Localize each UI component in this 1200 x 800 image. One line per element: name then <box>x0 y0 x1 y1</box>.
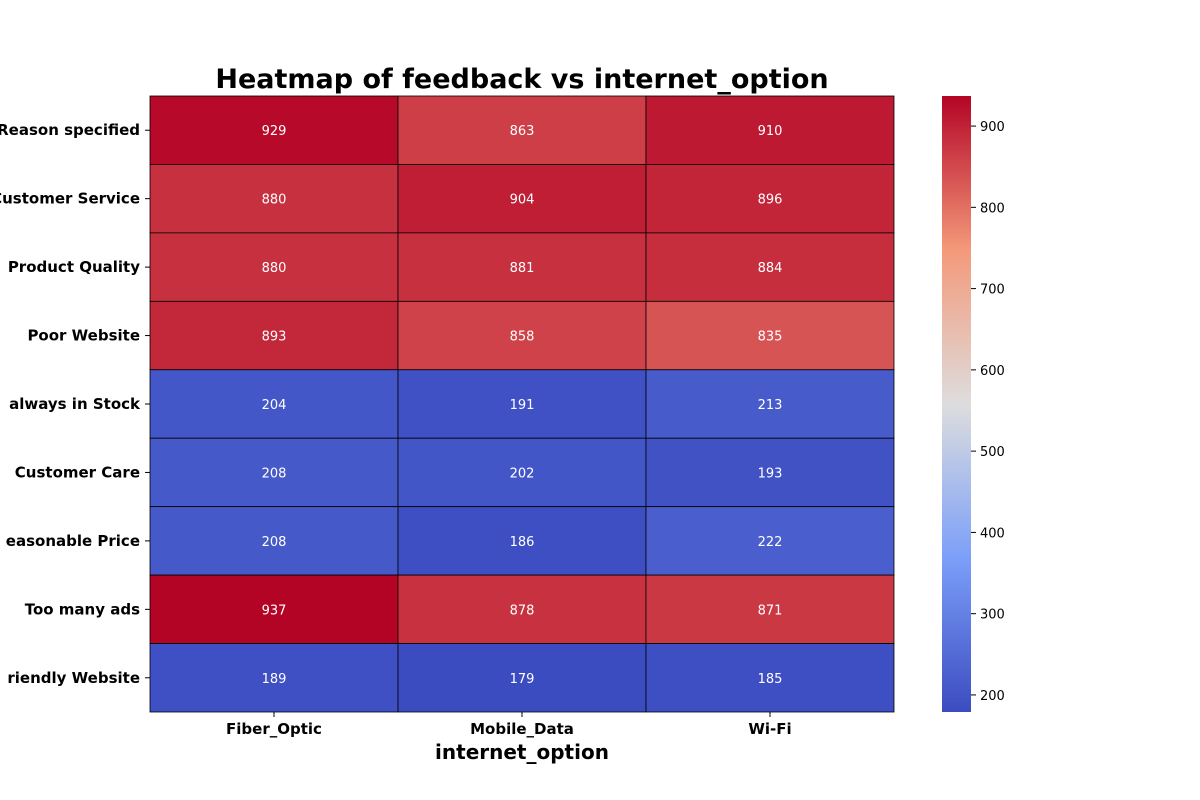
cell-value-label: 878 <box>510 603 535 618</box>
heatmap-cell <box>397 164 647 234</box>
heatmap-cell <box>645 506 895 576</box>
y-tick-label: Customer Care <box>15 463 140 481</box>
heatmap-cell <box>645 95 895 165</box>
heatmap-cell <box>645 369 895 439</box>
heatmap-cell <box>397 437 647 508</box>
cell-value-label: 863 <box>510 124 535 139</box>
chart-title: Heatmap of feedback vs internet_option <box>215 64 828 95</box>
y-tick-label: Customer Service <box>0 190 140 208</box>
cell-value-label: 858 <box>510 330 535 345</box>
heatmap-cell <box>149 643 399 713</box>
cell-value-label: 896 <box>758 193 783 208</box>
y-tick-label: Reason specified <box>0 121 140 139</box>
heatmap-cell <box>645 437 895 508</box>
cell-value-label: 880 <box>262 193 287 208</box>
y-tick-label: easonable Price <box>6 532 140 550</box>
cell-value-label: 881 <box>510 261 535 276</box>
y-axis-tick-labels: Reason specified Customer Service Product … <box>0 121 150 687</box>
cell-value-label: 213 <box>758 398 783 413</box>
cell-value-label: 179 <box>510 672 535 687</box>
cell-value-label: 222 <box>758 535 783 550</box>
heatmap-cell <box>397 574 647 644</box>
heatmap-cell <box>149 95 399 165</box>
y-tick-label: riendly Website <box>7 669 140 687</box>
cell-value-label: 835 <box>758 330 783 345</box>
heatmap-cell <box>397 506 647 576</box>
cell-value-label: 204 <box>262 398 287 413</box>
heatmap-cells: 929 863 910 880 904 896 880 881 884 893 858 835 204 1… <box>149 95 895 713</box>
colorbar-tick-label: 500 <box>980 445 1005 460</box>
cell-value-label: 185 <box>758 672 783 687</box>
cell-value-label: 910 <box>758 124 783 139</box>
cell-value-label: 880 <box>262 261 287 276</box>
heatmap-cell <box>645 574 895 644</box>
heatmap-cell <box>149 506 399 576</box>
x-axis-tick-labels: Fiber_Optic Mobile_Data Wi-Fi <box>226 712 792 738</box>
heatmap-cell <box>149 164 399 234</box>
colorbar-tick-label: 900 <box>980 120 1005 135</box>
colorbar-ticks: 200 300 400 500 600 700 800 900 <box>971 120 1005 704</box>
cell-value-label: 208 <box>262 535 287 550</box>
cell-value-label: 193 <box>758 466 783 481</box>
x-tick-label: Fiber_Optic <box>226 720 322 738</box>
heatmap-cell <box>645 300 895 371</box>
cell-value-label: 202 <box>510 466 535 481</box>
heatmap-cell <box>149 300 399 371</box>
heatmap-cell <box>149 369 399 439</box>
colorbar-tick-label: 700 <box>980 283 1005 298</box>
y-tick-label: always in Stock <box>9 395 141 413</box>
colorbar-tick-label: 300 <box>980 608 1005 623</box>
cell-value-label: 937 <box>262 603 287 618</box>
cell-value-label: 208 <box>262 466 287 481</box>
heatmap-cell <box>397 369 647 439</box>
heatmap-cell <box>645 164 895 234</box>
cell-value-label: 904 <box>510 193 535 208</box>
cell-value-label: 929 <box>262 124 287 139</box>
y-tick-label: Too many ads <box>25 600 140 618</box>
heatmap-cell <box>645 643 895 713</box>
heatmap-cell <box>397 95 647 165</box>
x-tick-label: Wi-Fi <box>748 720 791 738</box>
y-tick-label: Product Quality <box>8 258 140 276</box>
colorbar-tick-label: 800 <box>980 201 1005 216</box>
y-tick-label: Poor Website <box>27 327 140 345</box>
colorbar <box>942 96 971 712</box>
colorbar-tick-label: 400 <box>980 526 1005 541</box>
heatmap-cell <box>149 574 399 644</box>
cell-value-label: 186 <box>510 535 535 550</box>
heatmap-cell <box>397 232 647 302</box>
colorbar-tick-label: 600 <box>980 364 1005 379</box>
cell-value-label: 884 <box>758 261 783 276</box>
cell-value-label: 189 <box>262 672 287 687</box>
x-tick-label: Mobile_Data <box>470 720 574 738</box>
cell-value-label: 871 <box>758 603 783 618</box>
cell-value-label: 191 <box>510 398 535 413</box>
x-axis-title: internet_option <box>435 740 609 764</box>
cell-value-label: 893 <box>262 330 287 345</box>
colorbar-tick-label: 200 <box>980 689 1005 704</box>
